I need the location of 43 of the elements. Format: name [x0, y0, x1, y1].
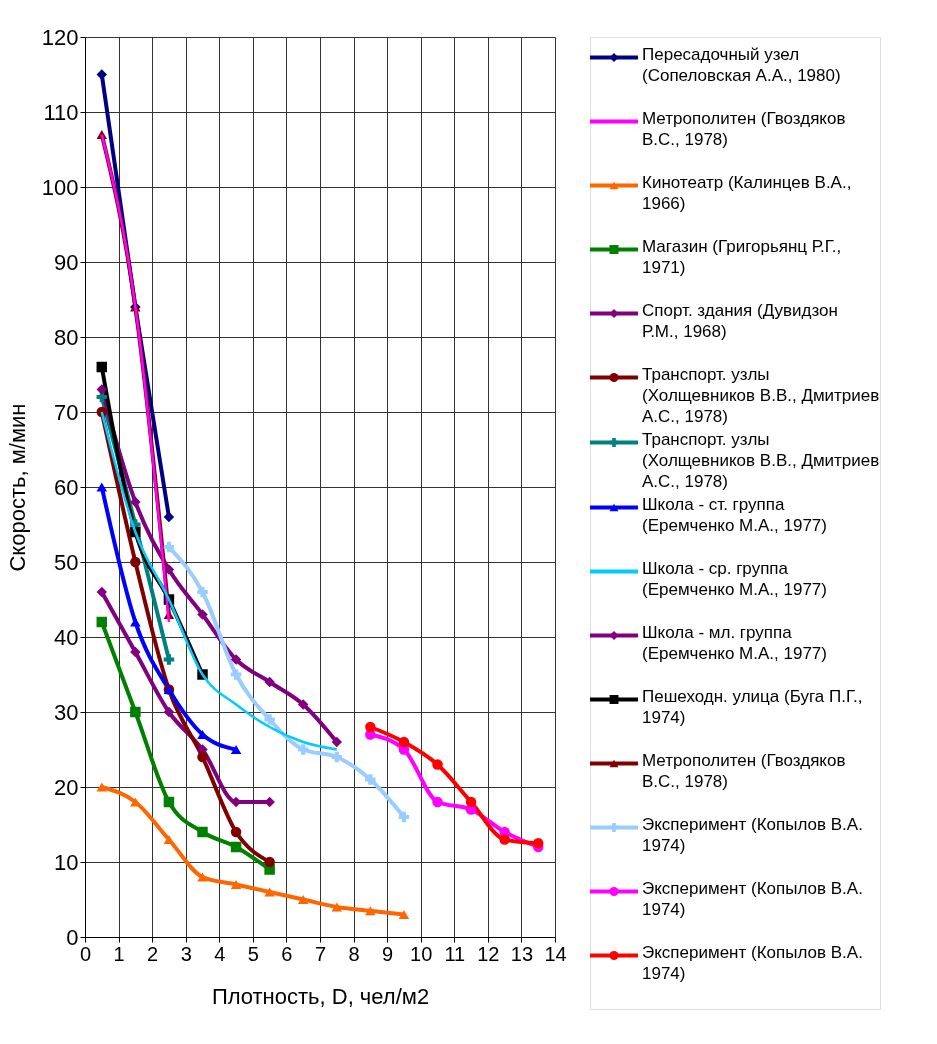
- x-tick-label: 6: [281, 942, 293, 965]
- x-tick-label: 5: [247, 942, 259, 965]
- legend-label: Эксперимент (Копылов В.А. 1974): [642, 943, 863, 983]
- x-tick-label: 3: [180, 942, 192, 965]
- legend-label: Кинотеатр (Калинцев В.А., 1966): [642, 173, 852, 213]
- y-tick-label: 90: [54, 249, 79, 275]
- x-tick-label: 10: [410, 942, 433, 965]
- y-tick-label: 20: [54, 774, 79, 800]
- y-tick-label: 50: [54, 549, 79, 575]
- legend-label: Пешеходн. улица (Буга П.Г., 1974): [642, 687, 863, 727]
- x-tick-label: 11: [444, 942, 466, 965]
- legend-label: Эксперимент (Копылов В.А. 1974): [642, 815, 863, 855]
- y-tick-label: 80: [54, 324, 79, 350]
- x-tick-label: 8: [348, 942, 360, 965]
- x-tick-label: 14: [544, 942, 567, 965]
- legend-label: Транспорт. узлы (Холщевников В.В., Дмитриев А.С., 1978): [642, 365, 880, 426]
- y-tick-label: 110: [43, 99, 79, 125]
- legend-label: Пересадочный узел (Сопеловская А.А., 1980): [642, 45, 841, 85]
- y-tick-label: 100: [41, 174, 79, 200]
- x-tick-label: 4: [214, 942, 226, 965]
- x-tick-label: 2: [147, 942, 159, 965]
- x-tick-label: 1: [113, 942, 125, 965]
- legend-label: Транспорт. узлы (Холщевников В.В., Дмитриев А.С., 1978): [642, 430, 880, 491]
- y-tick-label: 70: [54, 399, 79, 425]
- x-axis-title: Плотность, D, чел/м2: [211, 983, 430, 1009]
- x-tick-label: 13: [510, 942, 534, 965]
- y-tick-label: 40: [54, 624, 79, 650]
- legend-label: Эксперимент (Копылов В.А. 1974): [642, 879, 863, 919]
- x-tick-label: 9: [382, 942, 394, 965]
- legend-label: Школа - ст. группа (Еремченко М.А., 1977): [642, 495, 827, 535]
- y-tick-label: 120: [41, 24, 79, 50]
- y-tick-label: 30: [54, 699, 79, 725]
- x-tick-label: 12: [477, 942, 500, 965]
- legend-label: Спорт. здания (Дувидзон Р.М., 1968): [642, 301, 838, 341]
- x-tick-label: 7: [314, 942, 327, 965]
- y-tick-label: 10: [54, 849, 79, 875]
- y-axis-title: Скорость, м/мин: [4, 403, 30, 572]
- legend-label: Школа - мл. группа (Еремченко М.А., 1977): [642, 623, 827, 663]
- legend-label: Метрополитен (Гвоздяков В.С., 1978): [642, 751, 846, 791]
- y-tick-label: 60: [54, 474, 79, 500]
- legend-label: Метрополитен (Гвоздяков В.С., 1978): [642, 109, 846, 149]
- legend-label: Школа - ср. группа (Еремченко М.А., 1977): [642, 559, 827, 599]
- legend-label: Магазин (Григорьянц Р.Г., 1971): [642, 237, 842, 277]
